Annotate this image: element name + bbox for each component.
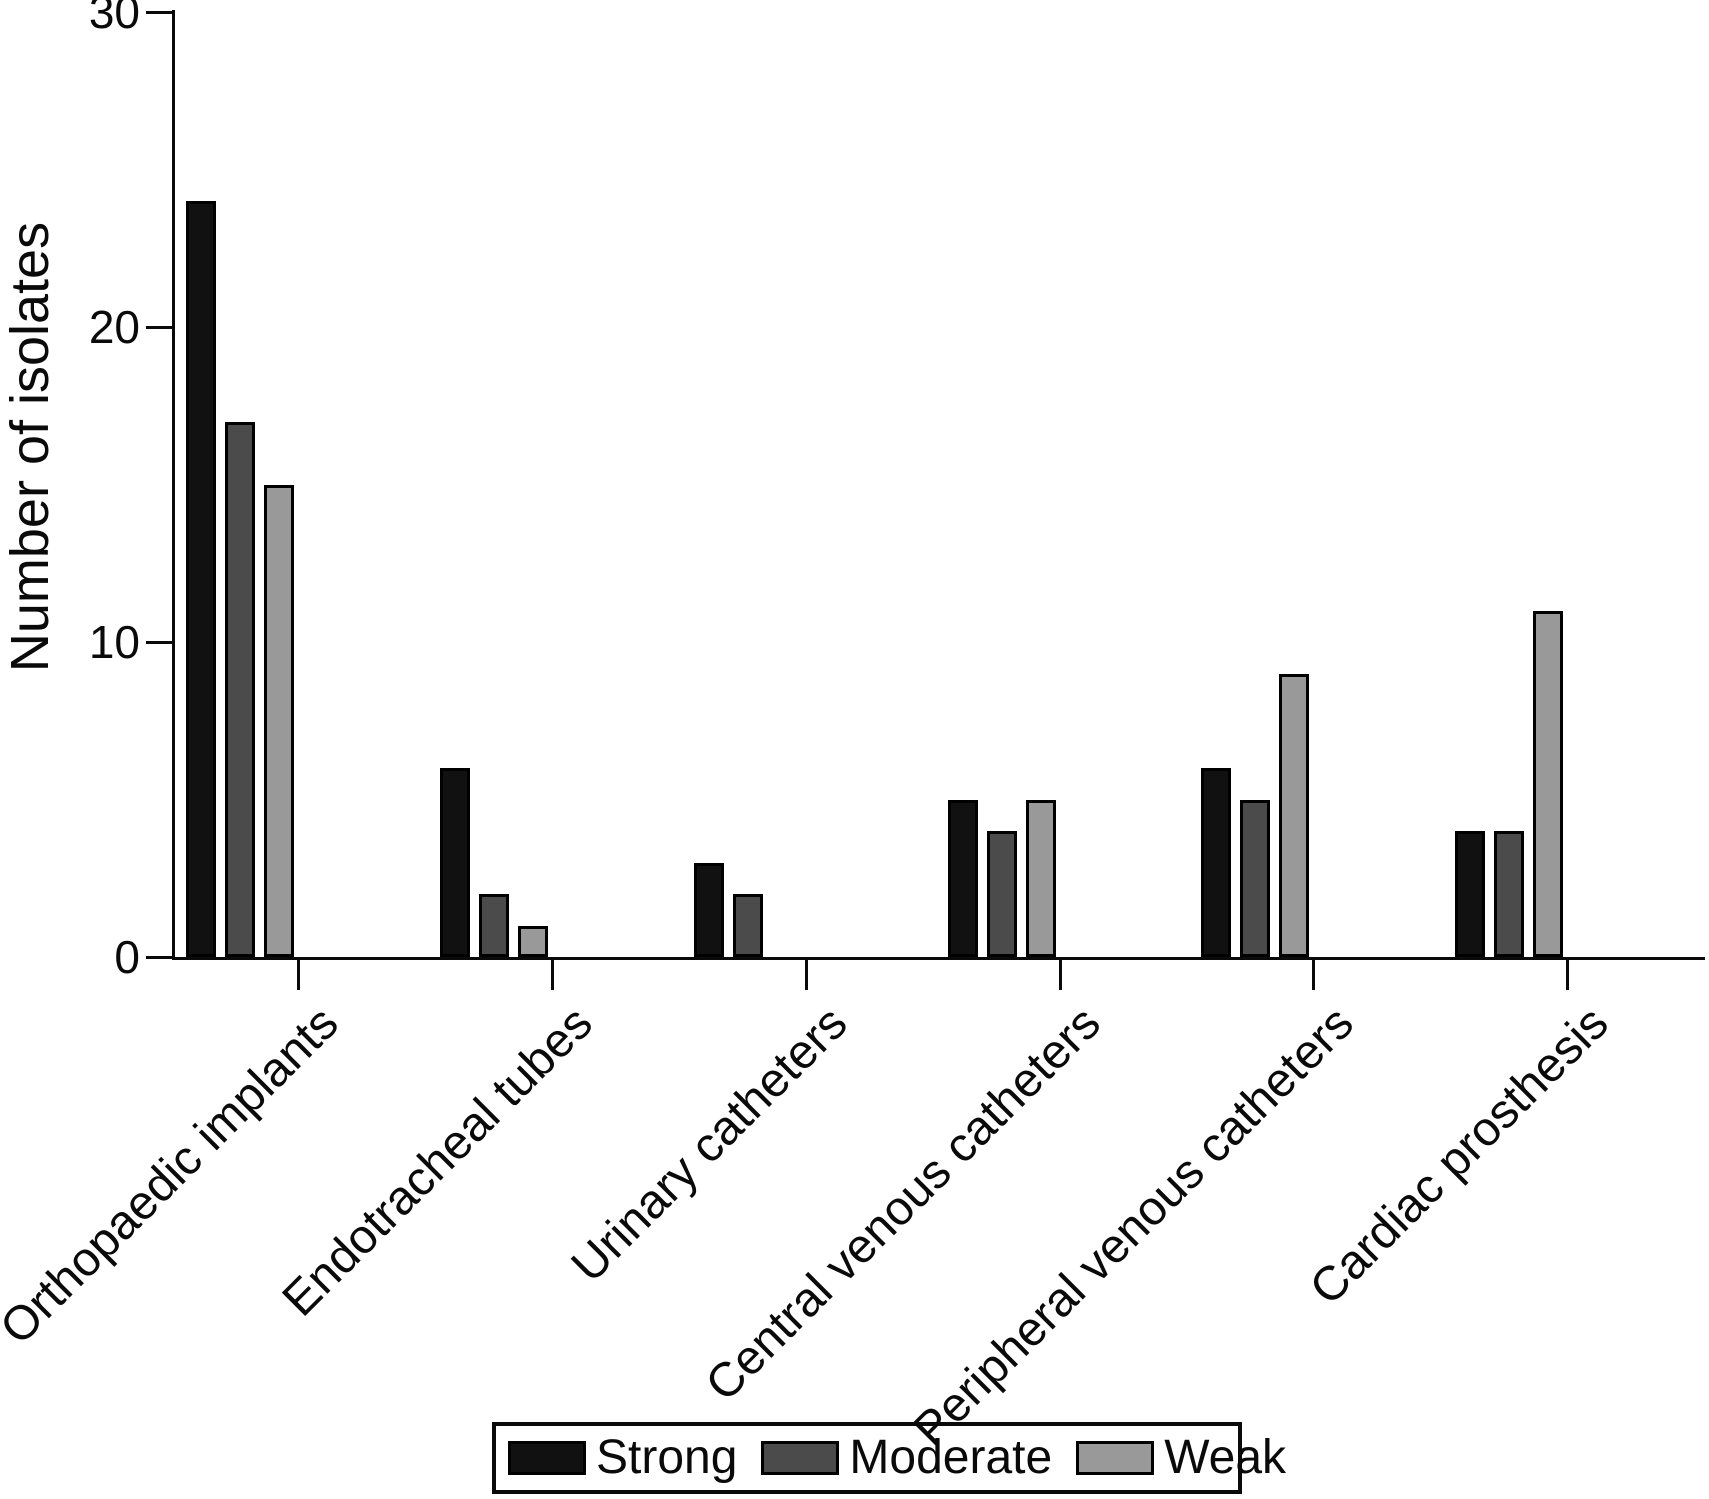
x-tick-2 [804,960,808,990]
bar-strong-3 [948,799,978,957]
x-tick-3 [1058,960,1062,990]
legend-entry-moderate: Moderate [761,1434,1052,1482]
y-tick-0 [146,955,172,959]
y-tick-label-0: 0 [114,931,140,983]
bar-moderate-3 [987,831,1017,957]
legend-swatch-weak [1076,1441,1155,1475]
bar-weak-3 [1026,799,1056,957]
y-tick-20 [146,325,172,329]
category-label-2: Urinary catheters [561,996,858,1293]
legend-swatch-moderate [761,1441,840,1475]
bar-strong-1 [440,768,470,957]
bar-weak-0 [264,484,294,957]
bar-weak-1 [518,925,548,957]
x-axis-line [172,957,1705,960]
bar-moderate-5 [1494,831,1524,957]
y-tick-label-10: 10 [88,616,140,668]
legend-label-strong: Strong [596,1431,738,1484]
x-tick-4 [1311,960,1315,990]
bar-strong-2 [694,862,724,957]
bar-moderate-4 [1240,799,1270,957]
legend-entry-strong: Strong [508,1434,737,1482]
y-axis-line [172,10,175,960]
legend-swatch-strong [508,1441,586,1475]
y-tick-30 [146,10,172,14]
x-tick-5 [1565,960,1569,990]
x-tick-0 [296,960,300,990]
x-tick-1 [550,960,554,990]
bar-strong-4 [1201,768,1231,957]
category-label-4: Peripheral venous catheters [903,996,1365,1457]
bar-weak-5 [1533,610,1563,957]
legend-entry-weak: Weak [1076,1434,1286,1482]
y-tick-label-30: 30 [88,0,140,38]
legend-label-moderate: Moderate [849,1431,1053,1484]
bar-strong-5 [1455,831,1485,957]
bar-weak-4 [1279,673,1309,957]
legend-label-weak: Weak [1164,1431,1287,1484]
bar-strong-0 [186,201,216,957]
bar-moderate-1 [479,894,509,957]
legend-box: Strong Moderate Weak [492,1422,1286,1494]
bar-moderate-0 [225,421,255,957]
y-tick-label-20: 20 [88,301,140,353]
bar-moderate-2 [733,894,763,957]
y-tick-10 [146,640,172,644]
